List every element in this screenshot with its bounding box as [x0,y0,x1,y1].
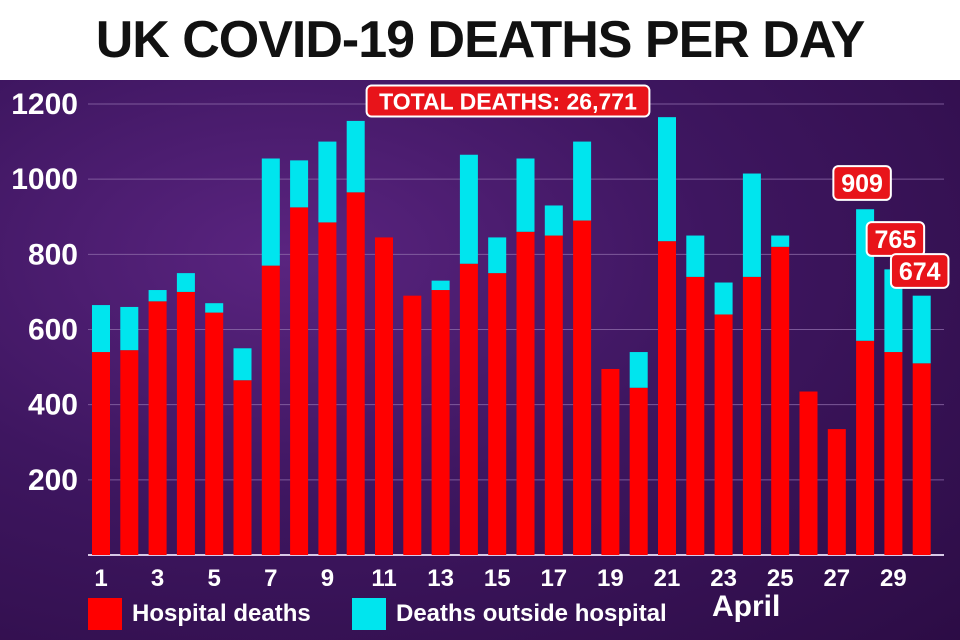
bar-outside [629,352,648,388]
x-tick-label: 11 [371,565,396,592]
total-deaths-label-box [365,84,651,118]
value-label-day-28-box [832,165,892,201]
bar-hospital [884,352,903,555]
legend-swatch-hospital [88,598,122,630]
x-tick-label: 23 [710,565,737,592]
x-tick-label: 9 [321,565,334,592]
y-tick-label: 1000 [11,163,78,196]
legend-label-outside: Deaths outside hospital [396,600,667,627]
total-deaths-label: TOTAL DEATHS: 26,771 [365,84,651,118]
bar-hospital [488,273,507,555]
x-tick-label: 25 [767,565,794,592]
bar-outside [459,154,478,264]
y-tick-label: 1200 [11,88,78,121]
bar-hospital [827,429,846,555]
bar-hospital [233,380,252,555]
bar-outside [120,306,139,351]
bar-hospital [742,276,761,555]
value-label-day-30-box [889,253,950,289]
bar-outside [884,269,903,353]
bar-outside [92,305,110,353]
bar-hospital [346,192,365,555]
bar-hospital [856,340,875,555]
bar-outside [516,158,535,232]
value-label-day-30: 674 [889,253,950,289]
bar-hospital [92,352,110,555]
x-tick-label: 3 [151,565,164,592]
bar-hospital [799,391,818,555]
bar-hospital [120,350,139,555]
x-tick-label: 15 [484,565,511,592]
bar-outside [318,141,337,223]
x-tick-label: 7 [264,565,277,592]
bar-hospital [544,235,563,555]
x-tick-label: 17 [540,565,567,592]
bar-hospital [205,312,224,555]
bar-hospital [686,276,705,555]
y-tick-label: 400 [28,389,78,422]
bar-outside [912,295,931,364]
bar-outside [148,290,167,302]
bar-hospital [912,363,931,555]
y-tick-label: 800 [28,238,78,271]
bar-hospital [375,237,393,555]
bar-outside [488,237,507,274]
bar-outside [658,117,676,242]
x-axis-month-label: April [712,590,781,623]
bar-outside [714,282,733,315]
bar-outside [573,141,592,221]
bar-outside [544,205,563,236]
total-deaths-label-text: TOTAL DEATHS: 26,771 [379,88,637,114]
bar-outside [290,160,309,208]
bar-outside [176,273,195,292]
x-tick-label: 1 [94,565,107,592]
bar-outside [205,303,224,313]
bar-hospital [148,301,167,555]
bar-hospital [459,263,478,555]
bar-hospital [431,290,450,555]
x-tick-label: 21 [654,565,681,592]
x-tick-label: 27 [823,565,850,592]
legend-item-hospital: Hospital deaths [88,594,311,634]
bar-outside [346,120,365,193]
bar-hospital [290,207,309,555]
bar-hospital [771,246,790,556]
legend-item-outside: Deaths outside hospital [352,594,667,634]
bar-hospital [629,387,648,555]
value-label-day-30-text: 674 [899,258,941,286]
bar-hospital [403,295,422,555]
value-label-day-28-text: 909 [841,170,883,198]
bar-outside [233,348,252,381]
bar-hospital [176,291,195,555]
bar-hospital [318,222,337,555]
y-tick-label: 600 [28,314,78,347]
bar-hospital [516,231,535,556]
title-band [0,0,960,80]
bar-hospital [658,241,676,555]
bar-outside [771,235,790,247]
x-tick-label: 13 [427,565,454,592]
y-tick-label: 200 [28,464,78,497]
value-label-day-29-text: 765 [875,226,917,254]
x-tick-label: 29 [880,565,907,592]
legend-swatch-outside [352,598,386,630]
bar-outside [686,235,705,277]
x-tick-label: 5 [208,565,221,592]
bar-outside [431,280,450,291]
bar-hospital [714,314,733,555]
bar-outside [261,158,280,266]
chart-title: UK COVID-19 DEATHS PER DAY [95,11,866,69]
bar-hospital [261,265,280,555]
value-label-day-29: 765 [865,221,926,257]
legend-label-hospital: Hospital deaths [132,600,311,627]
bar-outside [742,173,761,277]
x-tick-label: 19 [597,565,624,592]
bar-hospital [601,368,620,555]
bar-hospital [573,220,592,555]
value-label-day-28: 909 [832,165,892,201]
